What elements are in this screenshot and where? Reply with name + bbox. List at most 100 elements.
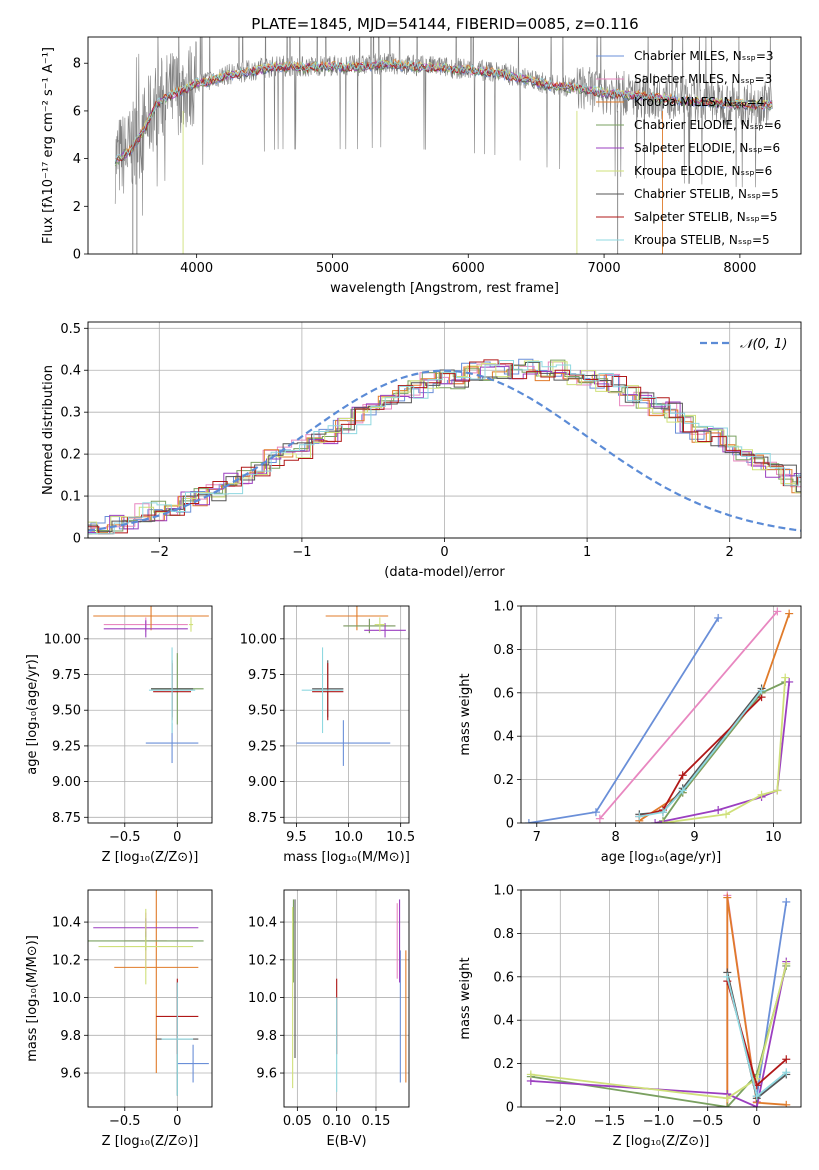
panel-age-vs-mass: 9.5 10.0 10.5 8.75 9.00 9.25 9.50 9.75 10.00 mass… — [240, 605, 415, 865]
legend: Chabrier MILES, Nₛₛₚ=3 Salpeter MILES, Nₛ… — [596, 49, 781, 247]
y-tick-label: 10.2 — [52, 953, 81, 968]
x-tick-label: 8 — [612, 830, 620, 845]
residual-histogram — [88, 359, 801, 535]
y-tick-label: 9.25 — [52, 739, 81, 754]
x-tick-label: 4000 — [180, 261, 213, 276]
panel-age-vs-Z: −0.5 0 8.75 9.00 9.25 9.50 9.75 10.00 Z [log₁₀(Z… — [25, 605, 213, 865]
y-tick-label: 0.8 — [493, 927, 514, 942]
x-tick-label: 0 — [173, 1114, 181, 1129]
x-tick-label: 0 — [173, 830, 181, 845]
x-axis-label: Z [log₁₀(Z/Z⊙)] — [102, 1134, 199, 1149]
x-tick-label: 0.05 — [283, 1114, 312, 1129]
y-axis-label: mass [log₁₀(M/M⊙)] — [25, 935, 40, 1062]
x-tick-label: −0.5 — [109, 830, 141, 845]
y-axis-label: Normed distribution — [41, 365, 56, 495]
y-tick-label: 0 — [73, 532, 81, 547]
y-tick-label: 9.75 — [248, 668, 277, 683]
x-tick-label: −1 — [292, 545, 311, 560]
x-tick-label: −0.5 — [692, 1114, 724, 1129]
legend-entry: Salpeter STELIB, Nₛₛₚ=5 — [634, 210, 778, 224]
mass-weight-line — [530, 963, 788, 1100]
y-tick-label: 8 — [73, 57, 81, 72]
x-axis-label: E(B-V) — [326, 1134, 366, 1149]
panel-massweight-vs-age: 7 8 9 10 0 0.2 0.4 0.6 0.8 1.0 age [log₁₀(age/yr)]… — [458, 600, 802, 865]
x-tick-label: 10.0 — [334, 830, 363, 845]
mass-weight-line — [639, 696, 763, 818]
x-tick-label: 7000 — [588, 261, 621, 276]
x-tick-label: −2 — [150, 545, 169, 560]
y-tick-label: 0.1 — [60, 490, 81, 505]
y-tick-label: 9.00 — [248, 775, 277, 790]
residual-histogram — [88, 359, 801, 535]
y-axis-label: mass weight — [458, 673, 473, 755]
legend-entry: Chabrier STELIB, Nₛₛₚ=5 — [634, 187, 779, 201]
legend-entry: Chabrier MILES, Nₛₛₚ=3 — [634, 49, 774, 63]
plot-area — [526, 891, 791, 1107]
axes-frame — [520, 605, 802, 824]
y-tick-label: 0.2 — [493, 1057, 514, 1072]
x-axis-label: Z [log₁₀(Z/Z⊙)] — [102, 850, 199, 865]
x-tick-label: 2 — [726, 545, 734, 560]
mass-weight-line — [530, 961, 788, 1107]
y-tick-label: 0.5 — [60, 322, 81, 337]
x-tick-label: 7 — [533, 830, 541, 845]
y-tick-label: 0.2 — [60, 448, 81, 463]
plot-area — [88, 358, 801, 535]
x-axis-label: age [log₁₀(age/yr)] — [601, 850, 722, 865]
y-tick-label: 9.50 — [52, 704, 81, 719]
axes-frame — [283, 889, 410, 1108]
x-tick-label: 1 — [583, 545, 591, 560]
panel-spectrum: 4000 5000 6000 7000 8000 0 2 4 6 8 wavelength [Ang… — [41, 36, 802, 296]
axes-frame — [87, 605, 213, 824]
y-tick-label: 10.0 — [248, 991, 277, 1006]
axes-frame — [87, 321, 802, 539]
y-tick-label: 9.75 — [52, 668, 81, 683]
mass-weight-line — [662, 677, 787, 823]
y-tick-label: 0.3 — [60, 406, 81, 421]
axes-frame — [520, 889, 802, 1108]
x-tick-label: 0 — [753, 1114, 761, 1129]
mass-weight-line — [639, 690, 763, 818]
residual-histogram — [88, 360, 801, 535]
y-tick-label: 9.50 — [248, 704, 277, 719]
normal-curve — [88, 369, 801, 532]
x-tick-label: 0.10 — [322, 1114, 351, 1129]
x-tick-label: −0.5 — [109, 1114, 141, 1129]
y-tick-label: 9.8 — [256, 1029, 277, 1044]
mass-weight-line — [662, 681, 786, 822]
panel-massweight-vs-Z: −2.0 −1.5 −1.0 −0.5 0 0 0.2 0.4 0.6 0.8 1.0 Z [log₁… — [458, 884, 802, 1149]
x-axis-label: wavelength [Angstrom, rest frame] — [330, 281, 559, 296]
x-axis-label: mass [log₁₀(M/M⊙)] — [283, 850, 410, 865]
y-tick-label: 9.25 — [248, 739, 277, 754]
y-tick-label: 10.4 — [248, 916, 277, 931]
mass-weight-line — [599, 610, 778, 820]
y-tick-label: 0 — [73, 248, 81, 263]
y-tick-label: 10.00 — [240, 632, 277, 647]
x-tick-label: −2.0 — [545, 1114, 577, 1129]
x-axis-label: Z [log₁₀(Z/Z⊙)] — [613, 1134, 710, 1149]
y-tick-label: 6 — [73, 104, 81, 119]
y-tick-label: 0.6 — [493, 970, 514, 985]
x-tick-label: 6000 — [452, 261, 485, 276]
mass-weight-line — [638, 613, 791, 822]
legend-entry: Kroupa ELODIE, Nₛₛₚ=6 — [634, 164, 772, 178]
legend-entry: Salpeter MILES, Nₛₛₚ=3 — [634, 72, 772, 86]
y-tick-label: 0.2 — [493, 773, 514, 788]
observed-spectrum — [114, 37, 773, 216]
mass-weight-line — [726, 897, 787, 1107]
x-tick-label: 8000 — [723, 261, 756, 276]
y-tick-label: 8.75 — [248, 811, 277, 826]
x-tick-label: 9.5 — [286, 830, 307, 845]
model-fit-line — [114, 59, 772, 162]
y-tick-label: 0.8 — [493, 643, 514, 658]
x-tick-label: 0 — [440, 545, 448, 560]
y-tick-label: 1.0 — [493, 884, 514, 899]
y-tick-label: 10.4 — [52, 916, 81, 931]
x-tick-label: 10 — [765, 830, 782, 845]
y-tick-label: 9.00 — [52, 775, 81, 790]
x-tick-label: 9 — [690, 830, 698, 845]
axes-frame — [283, 605, 410, 824]
axes-frame — [87, 889, 213, 1108]
x-tick-label: 0.15 — [362, 1114, 391, 1129]
